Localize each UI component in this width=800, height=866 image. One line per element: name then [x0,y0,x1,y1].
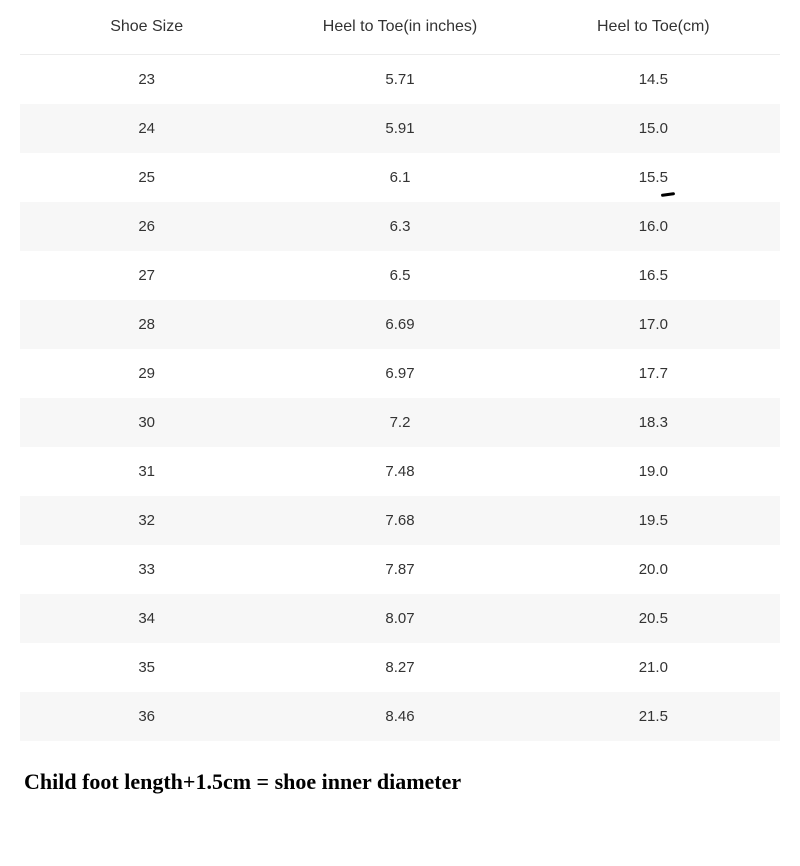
col-header-shoe-size: Shoe Size [20,0,273,55]
table-cell: 6.1 [273,153,526,202]
table-cell: 33 [20,545,273,594]
table-cell: 36 [20,692,273,741]
table-header-row: Shoe Size Heel to Toe(in inches) Heel to… [20,0,780,55]
table-cell: 26 [20,202,273,251]
table-cell: 6.97 [273,349,526,398]
table-cell: 7.2 [273,398,526,447]
table-cell: 6.69 [273,300,526,349]
table-cell: 29 [20,349,273,398]
table-cell: 19.5 [527,496,780,545]
table-cell: 28 [20,300,273,349]
table-cell: 6.3 [273,202,526,251]
table-cell: 15.5 [527,153,780,202]
table-row: 327.6819.5 [20,496,780,545]
col-header-heel-inches: Heel to Toe(in inches) [273,0,526,55]
table-row: 348.0720.5 [20,594,780,643]
table-cell: 20.0 [527,545,780,594]
col-header-heel-cm: Heel to Toe(cm) [527,0,780,55]
table-cell: 15.0 [527,104,780,153]
table-cell: 30 [20,398,273,447]
table-row: 235.7114.5 [20,55,780,105]
table-row: 358.2721.0 [20,643,780,692]
sizing-formula-caption: Child foot length+1.5cm = shoe inner dia… [20,769,780,795]
table-cell: 35 [20,643,273,692]
table-row: 296.9717.7 [20,349,780,398]
table-cell: 27 [20,251,273,300]
table-cell: 17.0 [527,300,780,349]
table-cell: 14.5 [527,55,780,105]
table-row: 276.516.5 [20,251,780,300]
table-cell: 32 [20,496,273,545]
table-row: 245.9115.0 [20,104,780,153]
table-cell: 8.07 [273,594,526,643]
table-cell: 25 [20,153,273,202]
table-cell: 16.0 [527,202,780,251]
size-chart-table: Shoe Size Heel to Toe(in inches) Heel to… [20,0,780,741]
table-row: 266.316.0 [20,202,780,251]
table-cell: 7.87 [273,545,526,594]
size-chart-container: Shoe Size Heel to Toe(in inches) Heel to… [0,0,800,815]
table-row: 256.115.5 [20,153,780,202]
table-cell: 5.91 [273,104,526,153]
table-cell: 8.46 [273,692,526,741]
table-cell: 8.27 [273,643,526,692]
table-cell: 21.5 [527,692,780,741]
table-cell: 6.5 [273,251,526,300]
table-cell: 21.0 [527,643,780,692]
table-row: 368.4621.5 [20,692,780,741]
table-cell: 17.7 [527,349,780,398]
table-cell: 19.0 [527,447,780,496]
table-cell: 18.3 [527,398,780,447]
table-row: 337.8720.0 [20,545,780,594]
table-cell: 24 [20,104,273,153]
table-cell: 7.48 [273,447,526,496]
table-cell: 7.68 [273,496,526,545]
table-cell: 5.71 [273,55,526,105]
table-row: 286.6917.0 [20,300,780,349]
table-cell: 31 [20,447,273,496]
table-cell: 16.5 [527,251,780,300]
table-row: 307.218.3 [20,398,780,447]
table-row: 317.4819.0 [20,447,780,496]
table-cell: 20.5 [527,594,780,643]
table-body: 235.7114.5245.9115.0256.115.5266.316.027… [20,55,780,742]
table-cell: 34 [20,594,273,643]
table-cell: 23 [20,55,273,105]
